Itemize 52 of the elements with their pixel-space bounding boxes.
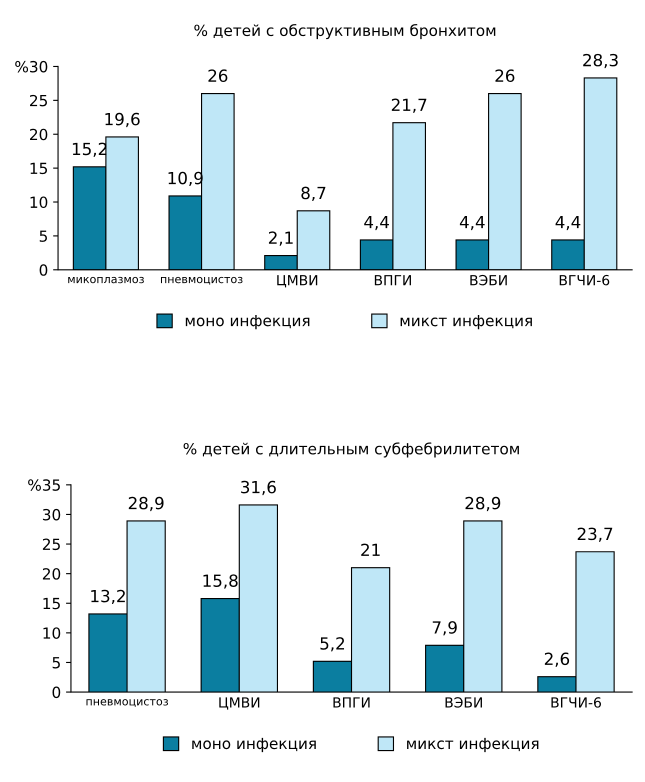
x-tick-label: ВПГИ xyxy=(374,275,411,286)
data-label: 19,6 xyxy=(105,112,140,128)
chart-title: % детей с длительным субфебрилитетом xyxy=(184,442,519,458)
y-tick-label: %35 xyxy=(28,479,60,491)
data-label: 8,7 xyxy=(301,186,326,201)
x-tick-label: ВЭБИ xyxy=(470,274,507,286)
y-tick-label: 25 xyxy=(30,94,47,106)
y-tick-label: 20 xyxy=(42,568,60,580)
data-label: 28,3 xyxy=(583,54,618,68)
x-tick-label: ЦМВИ xyxy=(277,275,318,288)
data-label: 4,4 xyxy=(460,216,485,230)
legend-label: моно инфекция xyxy=(192,738,316,752)
y-tick-label: 0 xyxy=(52,686,60,698)
chart-title: % детей с обструктивным бронхитом xyxy=(194,24,496,40)
data-label: 21 xyxy=(361,544,380,556)
data-label: 4,4 xyxy=(364,216,389,230)
x-tick-label: пневмоцистоз xyxy=(160,276,242,285)
data-label: 15,8 xyxy=(203,574,238,589)
x-tick-label: микоплазмоз xyxy=(68,276,144,284)
y-tick-label: 30 xyxy=(42,508,60,520)
data-label: 28,9 xyxy=(128,496,164,512)
y-tick-label: %30 xyxy=(15,60,48,72)
data-label: 2,1 xyxy=(268,231,293,246)
y-tick-label: 20 xyxy=(30,128,48,140)
x-tick-label: ВЭБИ xyxy=(446,697,482,708)
data-label: 7,9 xyxy=(432,621,457,636)
legend-label: микст инфекция xyxy=(400,314,532,330)
y-tick-label: 15 xyxy=(43,598,60,610)
data-label: 21,7 xyxy=(392,98,426,113)
y-tick-label: 0 xyxy=(40,264,48,276)
legend-label: моно инфекция xyxy=(186,314,310,330)
y-tick-label: 10 xyxy=(43,627,60,639)
x-tick-label: ВГЧИ-6 xyxy=(551,697,601,708)
x-tick-label: ЦМВИ xyxy=(219,697,260,710)
data-label: 2,6 xyxy=(544,652,570,667)
data-label: 28,9 xyxy=(466,496,500,512)
x-tick-label: ВПГИ xyxy=(333,697,370,708)
data-label: 23,7 xyxy=(578,528,612,542)
data-label: 13,2 xyxy=(91,590,125,604)
legend-label: микст инфекция xyxy=(407,738,538,752)
data-label: 5,2 xyxy=(320,637,344,652)
x-tick-label: ВГЧИ-6 xyxy=(560,274,610,286)
data-label: 4,4 xyxy=(556,216,580,230)
y-tick-label: 5 xyxy=(52,657,60,668)
x-tick-label: пневмоцистоз xyxy=(86,699,168,707)
data-label: 31,6 xyxy=(241,480,276,496)
y-tick-label: 15 xyxy=(30,162,47,174)
data-label: 26 xyxy=(208,69,228,82)
data-label: 26 xyxy=(495,69,514,82)
y-tick-label: 5 xyxy=(40,230,47,242)
y-tick-label: 25 xyxy=(42,538,60,550)
y-tick-label: 10 xyxy=(30,196,48,208)
